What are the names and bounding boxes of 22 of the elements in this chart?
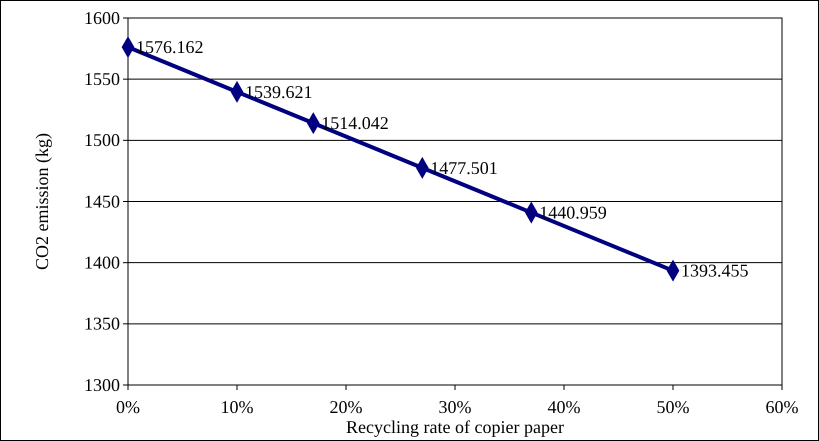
x-axis-title: Recycling rate of copier paper bbox=[346, 417, 564, 437]
y-tick-label: 1550 bbox=[84, 68, 120, 89]
x-tick-label: 10% bbox=[220, 396, 254, 417]
data-label: 1514.042 bbox=[321, 113, 389, 134]
x-tick-label: 0% bbox=[116, 396, 140, 417]
data-label: 1576.162 bbox=[136, 37, 204, 58]
x-tick-label: 20% bbox=[330, 396, 362, 417]
x-tick-label: 60% bbox=[766, 396, 798, 417]
y-tick-label: 1400 bbox=[84, 252, 120, 272]
y-tick-label: 1500 bbox=[84, 130, 120, 150]
x-tick-label: 50% bbox=[656, 396, 690, 417]
data-label: 1393.455 bbox=[681, 260, 748, 281]
data-label: 1477.501 bbox=[430, 158, 498, 178]
x-tick-label: 40% bbox=[548, 396, 580, 417]
y-tick-label: 1450 bbox=[84, 191, 120, 212]
data-label: 1440.959 bbox=[539, 202, 607, 223]
y-tick-label: 1350 bbox=[84, 314, 120, 334]
y-tick-label: 1600 bbox=[84, 8, 120, 28]
y-tick-label: 1300 bbox=[84, 374, 120, 395]
y-axis-title: CO2 emission (kg) bbox=[32, 133, 52, 270]
data-label: 1539.621 bbox=[245, 82, 312, 102]
x-tick-label: 30% bbox=[438, 396, 472, 417]
